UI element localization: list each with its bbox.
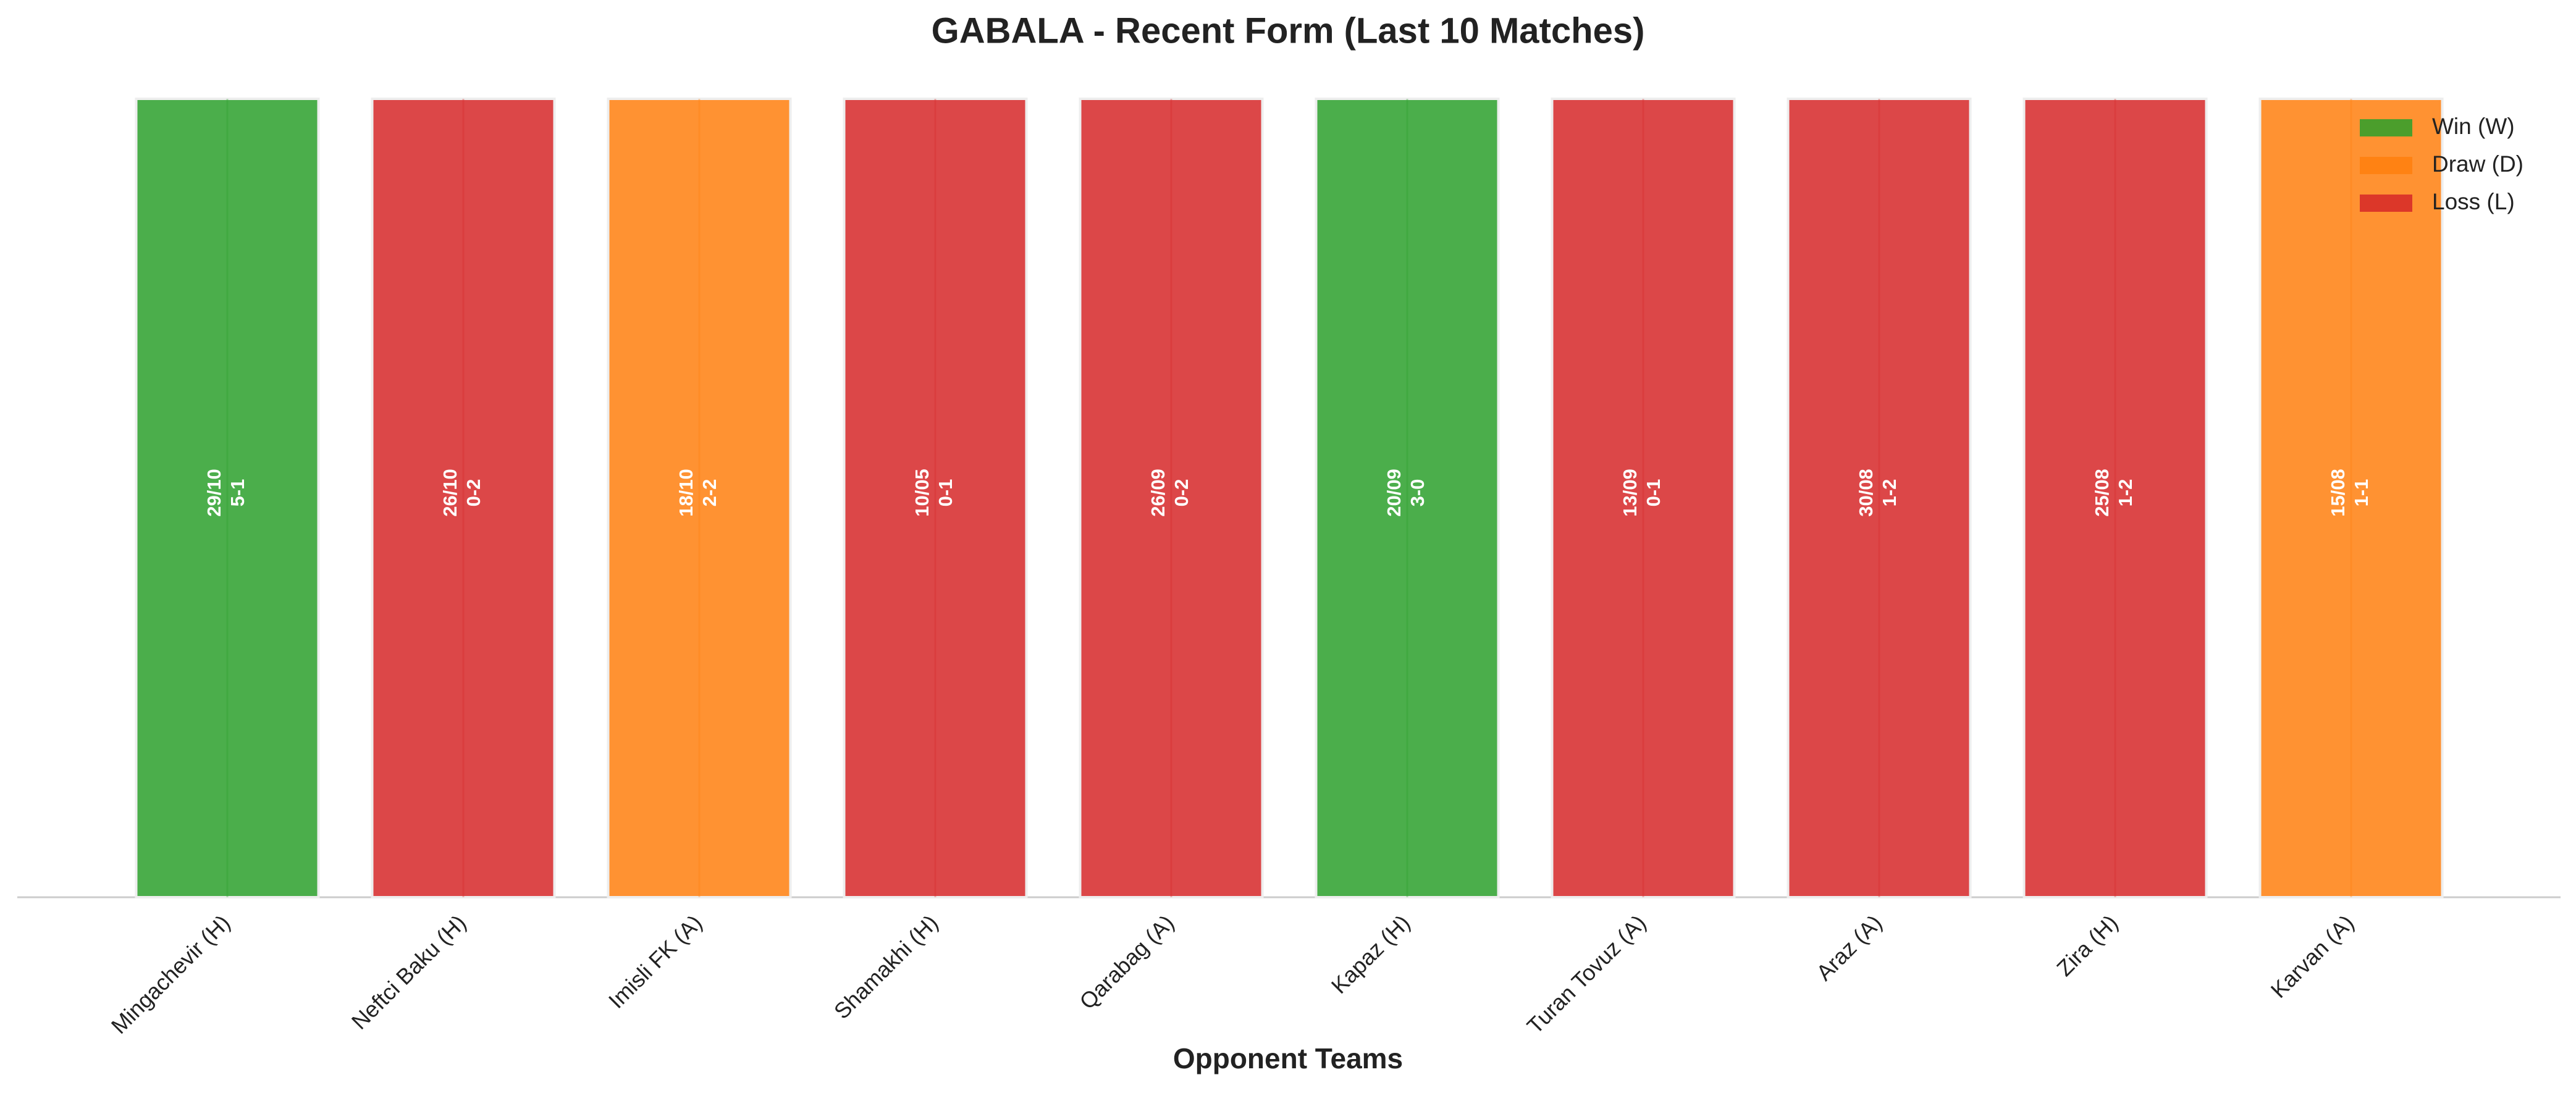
x-axis-label: Opponent Teams: [1173, 1042, 1403, 1074]
data-label-score: 1-2: [1879, 479, 1900, 507]
data-label-date: 25/08: [2091, 469, 2113, 517]
data-label-score: 0-1: [1643, 479, 1664, 507]
data-label-score: 0-2: [1171, 479, 1192, 507]
data-label-date: 15/08: [2327, 469, 2349, 517]
legend-label: Loss (L): [2432, 189, 2515, 214]
x-tick-label: Zira (H): [2052, 910, 2123, 981]
bar: [135, 98, 320, 898]
bar: [1551, 98, 1736, 898]
data-label-date: 10/05: [911, 469, 933, 517]
data-label-score: 1-2: [2115, 479, 2136, 507]
bar: [607, 98, 792, 898]
x-tick-label: Turan Tovuz (A): [1522, 910, 1651, 1039]
data-label-score: 2-2: [699, 479, 720, 507]
chart-title: GABALA - Recent Form (Last 10 Matches): [932, 10, 1645, 51]
data-label-score: 0-1: [935, 479, 956, 507]
data-label-date: 18/10: [675, 469, 697, 517]
x-tick-label: Qarabag (A): [1074, 910, 1179, 1014]
legend-swatch: [2360, 195, 2412, 212]
bar: [2022, 98, 2208, 898]
x-tick-label: Karvan (A): [2266, 910, 2359, 1003]
bar: [371, 98, 556, 898]
x-tick-label: Neftci Baku (H): [347, 910, 471, 1034]
x-tick-label: Kapaz (H): [1326, 910, 1415, 999]
data-label-score: 3-0: [1407, 479, 1428, 507]
data-label-date: 30/08: [1855, 469, 1877, 517]
x-tick-label: Shamakhi (H): [829, 910, 943, 1024]
legend-label: Draw (D): [2432, 151, 2523, 177]
bar: [1787, 98, 1972, 898]
bar: [1315, 98, 1500, 898]
x-tick-label: Araz (A): [1811, 910, 1887, 985]
bar: [843, 98, 1028, 898]
legend-label: Win (W): [2432, 114, 2515, 139]
x-tick-label: Mingachevir (H): [106, 910, 235, 1039]
bar: [1079, 98, 1264, 898]
data-label-date: 26/09: [1147, 469, 1169, 517]
data-label-date: 13/09: [1619, 469, 1641, 517]
data-label-date: 26/10: [439, 469, 461, 517]
bar: [2258, 98, 2444, 898]
data-label-date: 29/10: [203, 469, 225, 517]
data-label-score: 1-1: [2351, 479, 2372, 507]
legend-swatch: [2360, 157, 2412, 174]
legend-swatch: [2360, 119, 2412, 136]
x-tick-label: Imisli FK (A): [604, 910, 707, 1013]
data-label-date: 20/09: [1383, 469, 1405, 517]
data-label-score: 5-1: [227, 479, 248, 507]
data-label-score: 0-2: [463, 479, 484, 507]
